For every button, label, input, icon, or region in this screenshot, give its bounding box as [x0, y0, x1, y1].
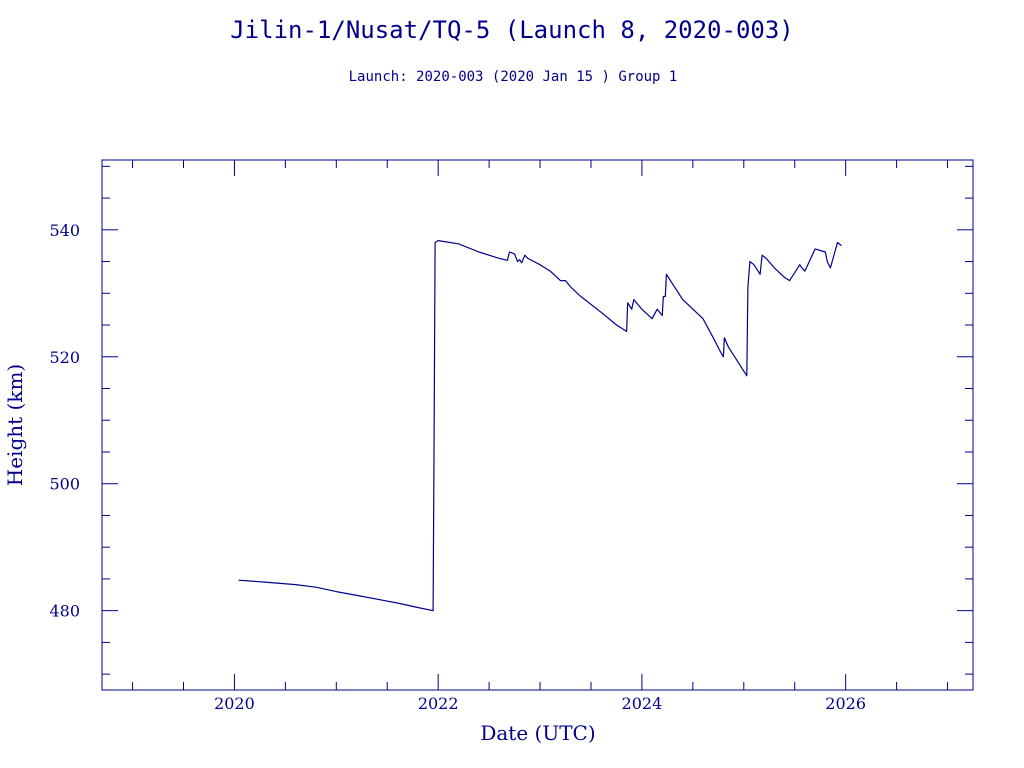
x-tick-label: 2020 [214, 694, 255, 713]
y-tick-label: 540 [49, 221, 80, 240]
x-tick-label: 2026 [825, 694, 866, 713]
chart-title: Jilin-1/Nusat/TQ-5 (Launch 8, 2020-003) [230, 16, 794, 44]
x-tick-label: 2022 [418, 694, 459, 713]
chart-subtitle: Launch: 2020-003 (2020 Jan 15 ) Group 1 [349, 69, 678, 85]
height-series-line [238, 240, 842, 612]
x-tick-label: 2024 [622, 694, 663, 713]
y-tick-label: 480 [49, 602, 80, 621]
plot-frame [101, 159, 974, 691]
x-axis-label: Date (UTC) [480, 721, 595, 745]
y-tick-label: 500 [49, 475, 80, 494]
y-tick-label: 520 [49, 348, 80, 367]
y-axis-label: Height (km) [3, 364, 27, 486]
